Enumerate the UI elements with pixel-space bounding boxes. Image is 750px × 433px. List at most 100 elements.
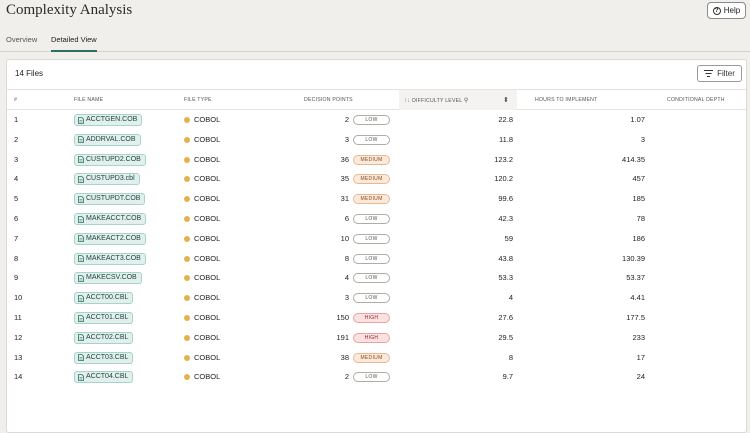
file-icon (78, 314, 84, 322)
level-badge: LOW (353, 134, 390, 145)
file-name-chip[interactable]: CUSTUPD3.cbl (74, 173, 140, 186)
table-row[interactable]: 9 MAKECSV.COB COBOL 4 LOW 53.3 53.37 (7, 268, 746, 288)
table-row[interactable]: 6 MAKEACCT.COB COBOL 6 LOW 42.3 78 (7, 209, 746, 229)
row-index: 4 (14, 174, 19, 184)
decision-points: 10 (340, 233, 349, 243)
file-name-chip[interactable]: ACCTGEN.COB (74, 114, 143, 126)
file-name-chip[interactable]: MAKECSV.COB (74, 272, 142, 285)
file-name: ACCTGEN.COB (86, 116, 138, 123)
help-icon: ? (712, 6, 721, 15)
file-name-chip[interactable]: MAKEACT3.COB (74, 252, 146, 265)
file-type: COBOL (194, 313, 221, 322)
file-icon (78, 334, 84, 342)
row-index: 14 (14, 372, 23, 382)
difficulty-level: 8 (508, 352, 513, 362)
decision-points: 6 (344, 214, 349, 223)
hours-to-implement: 24 (636, 372, 645, 382)
level-badge: LOW (353, 233, 390, 244)
difficulty-level: 42.3 (498, 214, 513, 223)
file-name-chip[interactable]: CUSTUPD2.COB (74, 153, 146, 166)
level-badge: MEDIUM (353, 194, 390, 205)
table-row[interactable]: 8 MAKEACT3.COB COBOL 8 LOW 43.8 130.39 (7, 249, 746, 269)
file-icon (78, 215, 84, 223)
file-icon (78, 373, 84, 381)
file-type: COBOL (194, 115, 221, 124)
file-type-dot (184, 235, 190, 242)
table-row[interactable]: 14 ACCT04.CBL COBOL 2 LOW 9.7 24 (7, 367, 746, 387)
difficulty-level: 22.8 (498, 115, 513, 124)
difficulty-level: 27.6 (498, 313, 513, 322)
file-name-chip[interactable]: ACCT02.CBL (74, 331, 134, 344)
table-header: # FILE NAME FILE TYPE DECISION POINTS ↑↓… (7, 89, 746, 110)
table-row[interactable]: 11 ACCT01.CBL COBOL 150 HIGH 27.6 177.5 (7, 308, 746, 328)
file-type-dot (184, 374, 190, 381)
file-name-chip[interactable]: MAKEACCT.COB (74, 213, 147, 225)
level-badge: HIGH (353, 332, 390, 343)
file-type-dot (184, 255, 190, 262)
file-name: MAKEACT2.COB (86, 234, 141, 242)
files-count: 14 Files (15, 69, 44, 78)
column-index: # (14, 97, 18, 103)
hours-to-implement: 177.5 (626, 313, 645, 322)
table-row[interactable]: 7 MAKEACT2.COB COBOL 10 LOW 59 186 (7, 229, 746, 249)
row-index: 3 (14, 154, 19, 164)
column-hours[interactable]: HOURS TO IMPLEMENT (535, 97, 598, 103)
file-name: MAKEACCT.COB (86, 215, 142, 222)
decision-points: 4 (344, 273, 349, 283)
tab-overview[interactable]: Overview (6, 35, 38, 44)
table-row[interactable]: 10 ACCT00.CBL COBOL 3 LOW 4 4.41 (7, 288, 746, 308)
column-conditional-depth[interactable]: CONDITIONAL DEPTH (667, 97, 725, 103)
row-index: 1 (14, 115, 19, 124)
table-row[interactable]: 12 ACCT02.CBL COBOL 191 HIGH 29.5 233 (7, 328, 746, 348)
file-name: ACCT03.CBL (86, 353, 129, 361)
column-menu-icon[interactable]: ⬍ (503, 97, 510, 104)
table-row[interactable]: 13 ACCT03.CBL COBOL 38 MEDIUM 8 17 (7, 348, 746, 368)
pin-icon: ⚲ (463, 98, 469, 104)
file-type-dot (184, 156, 190, 163)
file-name-chip[interactable]: CUSTUPDT.COB (74, 193, 146, 206)
page-title: Complexity Analysis (6, 2, 133, 18)
table-row[interactable]: 3 CUSTUPD2.COB COBOL 36 MEDIUM 123.2 414.35 (7, 150, 746, 170)
file-name-chip[interactable]: ACCT01.CBL (74, 312, 134, 324)
column-difficulty-level[interactable]: ↑↓ DIFFICULTY LEVEL ⚲ (404, 98, 469, 104)
row-index: 2 (14, 134, 19, 144)
help-button[interactable]: ? Help (707, 2, 746, 19)
hours-to-implement: 4.41 (630, 293, 645, 303)
row-index: 11 (14, 313, 22, 322)
table-row[interactable]: 4 CUSTUPD3.cbl COBOL 35 MEDIUM 120.2 457 (7, 169, 746, 189)
file-type: COBOL (194, 233, 221, 243)
file-name: CUSTUPDT.COB (86, 195, 141, 203)
file-icon (78, 175, 84, 183)
file-name-chip[interactable]: ADDRVAL.COB (74, 133, 141, 146)
filter-button[interactable]: Filter (697, 65, 742, 82)
table-row[interactable]: 1 ACCTGEN.COB COBOL 2 LOW 22.8 1.07 (7, 110, 746, 130)
file-name-chip[interactable]: ACCT04.CBL (74, 371, 134, 384)
file-type: COBOL (194, 174, 221, 184)
level-badge: MEDIUM (353, 174, 390, 185)
table-row[interactable]: 2 ADDRVAL.COB COBOL 3 LOW 11.8 3 (7, 130, 746, 150)
file-name-chip[interactable]: ACCT03.CBL (74, 351, 134, 364)
file-type-dot (184, 315, 190, 321)
difficulty-level: 29.5 (498, 332, 513, 342)
file-name-chip[interactable]: ACCT00.CBL (74, 292, 134, 305)
table-row[interactable]: 5 CUSTUPDT.COB COBOL 31 MEDIUM 99.6 185 (7, 189, 746, 209)
hours-to-implement: 233 (632, 332, 645, 342)
file-name-chip[interactable]: MAKEACT2.COB (74, 232, 146, 245)
file-type: COBOL (194, 194, 221, 204)
tab-detailed-view[interactable]: Detailed View (51, 35, 97, 52)
hours-to-implement: 457 (632, 174, 645, 184)
column-file-type[interactable]: FILE TYPE (184, 97, 212, 103)
file-icon (78, 235, 84, 243)
filter-button-label: Filter (717, 69, 735, 78)
file-name: MAKEACT3.COB (86, 254, 141, 262)
hours-to-implement: 53.37 (626, 273, 645, 283)
decision-points: 2 (344, 372, 349, 382)
file-type-dot (184, 354, 190, 361)
column-file-name[interactable]: FILE NAME (74, 97, 104, 103)
difficulty-level: 11.8 (498, 134, 513, 144)
file-type-dot (184, 275, 190, 282)
level-badge: LOW (353, 273, 390, 284)
level-badge: LOW (353, 253, 390, 264)
column-decision-points[interactable]: DECISION POINTS (304, 97, 353, 103)
file-icon (78, 116, 84, 124)
